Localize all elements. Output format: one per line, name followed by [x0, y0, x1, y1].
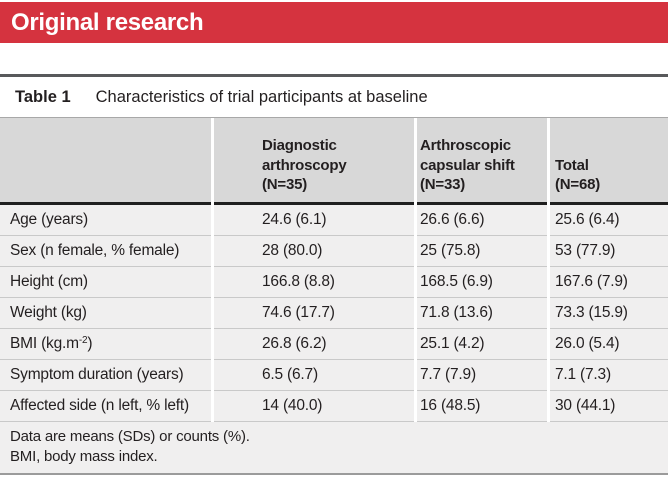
row-label: Height (cm) [0, 266, 211, 298]
cell-value: 7.1 (7.3) [550, 359, 668, 391]
header-total: Total (N=68) [550, 118, 668, 205]
cell-value: 168.5 (6.9) [417, 266, 547, 298]
cell-value: 30 (44.1) [550, 390, 668, 422]
cell-value: 14 (40.0) [214, 390, 414, 422]
baseline-characteristics-table: Table 1 Characteristics of trial particip… [0, 74, 668, 475]
table-header-row: Diagnostic arthroscopy (N=35) Arthroscop… [0, 118, 668, 205]
table-row-affected-side: Affected side (n left, % left) 14 (40.0)… [0, 390, 668, 422]
row-label: Symptom duration (years) [0, 359, 211, 391]
cell-value: 26.8 (6.2) [214, 328, 414, 360]
bmi-exponent: -2 [78, 334, 88, 346]
cell-value: 74.6 (17.7) [214, 297, 414, 329]
cell-value: 71.8 (13.6) [417, 297, 547, 329]
row-label: Age (years) [0, 204, 211, 236]
table-footnote-row: Data are means (SDs) or counts (%). BMI,… [0, 421, 668, 475]
table-title: Characteristics of trial participants at… [95, 87, 428, 106]
bmi-label-suffix: ) [87, 334, 93, 352]
header-diagnostic-arthroscopy: Diagnostic arthroscopy (N=35) [214, 118, 414, 205]
cell-value: 53 (77.9) [550, 235, 668, 267]
cell-value: 24.6 (6.1) [214, 204, 414, 236]
cell-value: 167.6 (7.9) [550, 266, 668, 298]
section-banner: Original research [0, 2, 668, 43]
footnote-line: BMI, body mass index. [10, 447, 158, 465]
row-label: Sex (n female, % female) [0, 235, 211, 267]
cell-value: 25 (75.8) [417, 235, 547, 267]
footnote-line: Data are means (SDs) or counts (%). [10, 427, 250, 445]
row-label: BMI (kg.m-2) [0, 328, 211, 360]
header-arthroscopic-capsular-shift: Arthroscopic capsular shift (N=33) [417, 118, 547, 205]
table-number-label: Table 1 [15, 87, 71, 106]
cell-value: 7.7 (7.9) [417, 359, 547, 391]
cell-value: 25.1 (4.2) [417, 328, 547, 360]
cell-value: 28 (80.0) [214, 235, 414, 267]
table-row-sex: Sex (n female, % female) 28 (80.0) 25 (7… [0, 235, 668, 267]
table-caption: Table 1 Characteristics of trial particip… [0, 74, 668, 118]
table-footnotes: Data are means (SDs) or counts (%). BMI,… [0, 421, 668, 475]
cell-value: 16 (48.5) [417, 390, 547, 422]
cell-value: 26.6 (6.6) [417, 204, 547, 236]
table-row-age: Age (years) 24.6 (6.1) 26.6 (6.6) 25.6 (… [0, 204, 668, 236]
bmi-label-prefix: BMI (kg.m [10, 334, 79, 352]
table-row-weight: Weight (kg) 74.6 (17.7) 71.8 (13.6) 73.3… [0, 297, 668, 329]
section-banner-title: Original research [11, 9, 204, 36]
header-empty [0, 118, 211, 205]
cell-value: 73.3 (15.9) [550, 297, 668, 329]
table-row-symptom-duration: Symptom duration (years) 6.5 (6.7) 7.7 (… [0, 359, 668, 391]
row-label: Weight (kg) [0, 297, 211, 329]
table-row-bmi: BMI (kg.m-2) 26.8 (6.2) 25.1 (4.2) 26.0 … [0, 328, 668, 360]
cell-value: 6.5 (6.7) [214, 359, 414, 391]
cell-value: 166.8 (8.8) [214, 266, 414, 298]
table-container: Table 1 Characteristics of trial particip… [0, 74, 668, 475]
cell-value: 26.0 (5.4) [550, 328, 668, 360]
cell-value: 25.6 (6.4) [550, 204, 668, 236]
table-row-height: Height (cm) 166.8 (8.8) 168.5 (6.9) 167.… [0, 266, 668, 298]
table-caption-row: Table 1 Characteristics of trial particip… [0, 74, 668, 118]
row-label: Affected side (n left, % left) [0, 390, 211, 422]
